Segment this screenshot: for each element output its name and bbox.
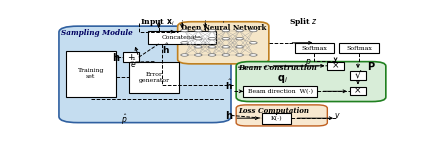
Text: Deep Neural Network: Deep Neural Network [181, 24, 266, 33]
Text: $p$: $p$ [305, 57, 312, 68]
Text: Error
generator: Error generator [139, 72, 170, 83]
FancyBboxPatch shape [236, 62, 386, 102]
Text: Split $z$: Split $z$ [289, 16, 318, 28]
Text: ×: × [354, 87, 362, 96]
Text: $v$: $v$ [334, 111, 341, 120]
Text: √: √ [355, 71, 361, 80]
Text: $\hat{\mathbf{h}}$: $\hat{\mathbf{h}}$ [162, 41, 170, 56]
Text: $\mathbf{q}_i$: $\mathbf{q}_i$ [277, 73, 288, 85]
Text: Beam Construction: Beam Construction [238, 64, 317, 72]
Circle shape [181, 29, 188, 32]
Circle shape [181, 42, 188, 44]
Text: Softmax: Softmax [346, 46, 372, 51]
Text: Training
set: Training set [78, 68, 104, 79]
Circle shape [194, 46, 202, 48]
Text: Loss Computation: Loss Computation [238, 107, 309, 115]
Circle shape [250, 42, 257, 44]
Text: +: + [127, 53, 135, 62]
Text: $\mathbf{h}$: $\mathbf{h}$ [225, 109, 234, 121]
Text: Softmax: Softmax [301, 46, 327, 51]
FancyBboxPatch shape [123, 52, 139, 62]
FancyBboxPatch shape [236, 105, 327, 126]
FancyBboxPatch shape [262, 113, 291, 124]
FancyBboxPatch shape [148, 31, 215, 44]
Text: $\hat{p}$: $\hat{p}$ [121, 113, 127, 127]
Circle shape [222, 37, 230, 40]
Text: $\hat{\mathbf{h}}$: $\hat{\mathbf{h}}$ [226, 78, 233, 92]
FancyBboxPatch shape [350, 71, 366, 80]
Text: Sampling Module: Sampling Module [61, 29, 132, 37]
Text: $\mathbf{h}$: $\mathbf{h}$ [111, 51, 120, 63]
Circle shape [194, 29, 202, 32]
Text: Input $\mathbf{x}_i$: Input $\mathbf{x}_i$ [140, 17, 174, 28]
FancyBboxPatch shape [350, 87, 366, 95]
Circle shape [236, 46, 243, 48]
Text: Κ(·): Κ(·) [271, 116, 282, 121]
Circle shape [208, 37, 216, 40]
Circle shape [236, 29, 243, 32]
Circle shape [236, 54, 243, 56]
Circle shape [181, 54, 188, 56]
Circle shape [236, 37, 243, 40]
FancyBboxPatch shape [66, 51, 116, 97]
Text: Beam direction  W(·): Beam direction W(·) [247, 89, 313, 94]
FancyBboxPatch shape [178, 22, 269, 64]
FancyBboxPatch shape [130, 62, 179, 93]
Circle shape [194, 37, 202, 40]
Circle shape [250, 29, 257, 32]
Circle shape [222, 54, 230, 56]
Circle shape [222, 29, 230, 32]
Circle shape [250, 54, 257, 56]
Circle shape [208, 29, 216, 32]
FancyBboxPatch shape [243, 86, 317, 97]
Circle shape [194, 54, 202, 56]
FancyBboxPatch shape [295, 43, 334, 53]
FancyBboxPatch shape [59, 26, 231, 123]
Circle shape [208, 54, 216, 56]
FancyBboxPatch shape [327, 62, 344, 70]
Circle shape [222, 46, 230, 48]
Text: $\mathbf{P}$: $\mathbf{P}$ [367, 59, 376, 72]
Text: Concatenate: Concatenate [162, 35, 202, 40]
FancyBboxPatch shape [339, 43, 379, 53]
Text: ×: × [332, 61, 339, 70]
Circle shape [208, 46, 216, 48]
Text: $\hat{e}$: $\hat{e}$ [130, 57, 136, 70]
